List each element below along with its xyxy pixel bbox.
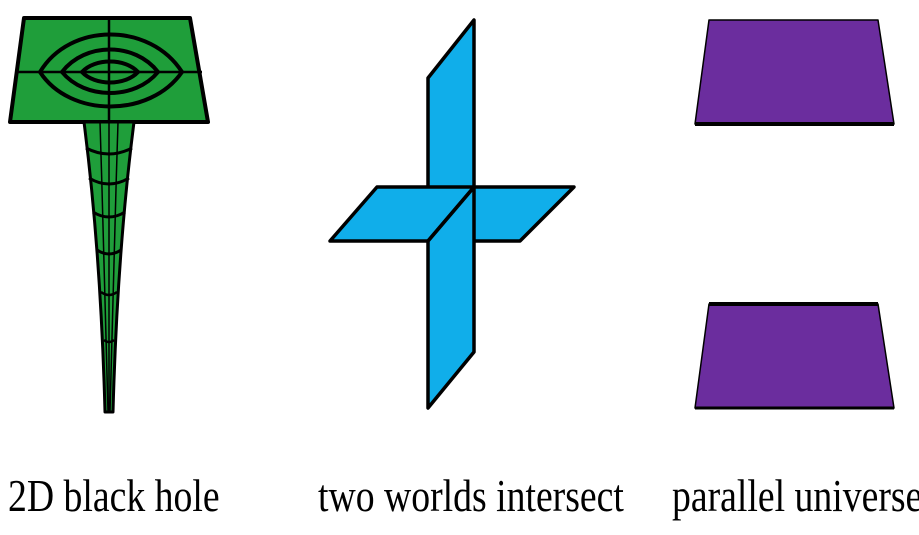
black-hole-caption: 2D black hole [8, 470, 220, 521]
black-hole-funnel-meridian [109, 121, 119, 413]
intersect-figure [328, 18, 576, 410]
black-hole-funnel-ring [85, 146, 133, 156]
intersect-caption: two worlds intersect [318, 470, 624, 521]
black-hole-funnel-ring [92, 210, 126, 219]
upper-universe [694, 19, 895, 125]
black-hole-funnel-ring [103, 338, 115, 344]
black-hole-funnel-meridian [99, 121, 109, 413]
parallel-figure [694, 19, 895, 410]
parallel-caption: parallel universes [672, 470, 919, 521]
intersection-line [426, 185, 476, 243]
black-hole-funnel-ring [100, 290, 118, 297]
lower-universe [694, 303, 895, 409]
black-hole-figure [8, 16, 210, 414]
black-hole-funnel-ring [88, 176, 130, 186]
black-hole-funnel-ring [96, 248, 122, 256]
